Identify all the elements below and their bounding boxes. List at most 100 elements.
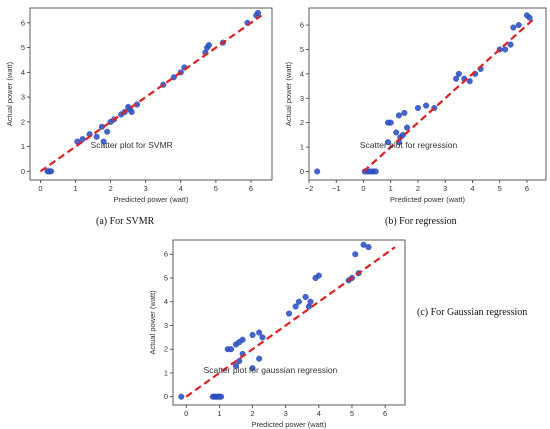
data-point <box>254 9 262 16</box>
chart-gaussian: 0 1 2 3 4 5 6 0 1 2 3 4 5 6 Predicted power (watt) Actu… <box>148 239 406 429</box>
data-point <box>79 136 86 143</box>
data-point <box>178 393 185 400</box>
fit-line <box>362 16 536 173</box>
caption-svmr: (a) For SVMR <box>96 216 155 227</box>
data-point <box>239 336 246 343</box>
data-point <box>315 272 322 279</box>
y-tick-label: 1 <box>300 143 304 152</box>
data-point <box>414 104 422 112</box>
data-point <box>404 124 411 131</box>
x-tick-label: 1 <box>217 409 221 418</box>
x-tick-label: 2 <box>250 409 254 418</box>
y-tick-label: 3 <box>300 94 304 103</box>
y-axis-label: Actual power (watt) <box>284 61 293 126</box>
fit-line <box>185 246 396 398</box>
data-point <box>352 251 359 258</box>
data-point <box>295 298 302 305</box>
data-point <box>256 355 263 362</box>
data-point <box>249 331 256 339</box>
y-tick-label: 5 <box>21 43 25 52</box>
y-tick-label: 3 <box>164 321 168 330</box>
x-tick-label: 3 <box>443 184 447 193</box>
y-tick-label: 0 <box>164 392 168 401</box>
data-point <box>360 241 367 248</box>
data-point <box>47 168 55 175</box>
data-point <box>104 128 111 135</box>
x-tick-label: 2 <box>416 184 420 193</box>
data-point <box>526 14 533 21</box>
data-point <box>285 310 293 317</box>
x-tick-label: 1 <box>74 184 78 193</box>
data-point <box>453 75 460 82</box>
data-point <box>372 168 379 175</box>
x-axis-label: Predicted power (watt) <box>251 420 327 429</box>
data-point <box>232 362 240 369</box>
y-tick-label: 5 <box>164 273 168 282</box>
data-point <box>93 133 100 140</box>
data-point <box>401 109 408 116</box>
y-tick-label: 2 <box>21 117 25 126</box>
x-tick-label: 2 <box>109 184 113 193</box>
data-point <box>515 22 522 29</box>
x-axis-label: Predicted power (watt) <box>390 195 466 204</box>
chart-svmr: 0 1 2 3 4 5 6 0 1 2 3 4 5 6 Predicted power (watt) Actu… <box>5 7 273 204</box>
x-tick-label: 3 <box>284 409 288 418</box>
x-tick-label: 0 <box>184 409 188 418</box>
x-tick-label: 4 <box>317 409 321 418</box>
y-tick-label: 3 <box>21 93 25 102</box>
data-point <box>510 24 517 31</box>
data-point <box>455 70 462 77</box>
data-point <box>466 78 473 85</box>
x-tick-label: 0 <box>361 184 365 193</box>
data-point <box>218 393 225 400</box>
data-point <box>236 358 243 365</box>
y-axis-label: Actual power (watt) <box>148 290 157 355</box>
y-tick-label: 1 <box>21 142 25 151</box>
data-point <box>507 41 514 48</box>
fit-line <box>39 14 263 173</box>
y-tick-label: 4 <box>164 297 168 306</box>
x-tick-label: 3 <box>144 184 148 193</box>
plot-annotation: Scatter plot for gaussian regression <box>204 365 338 375</box>
data-point <box>314 168 321 175</box>
data-point <box>307 298 314 305</box>
x-tick-label: −1 <box>332 184 341 193</box>
x-tick-label: 4 <box>179 184 183 193</box>
x-tick-label: 5 <box>350 409 354 418</box>
data-point <box>502 46 509 53</box>
data-point <box>365 244 372 251</box>
x-tick-label: 0 <box>38 184 42 193</box>
caption-regression: (b) For regression <box>385 216 457 227</box>
data-point <box>227 346 235 353</box>
y-tick-label: 0 <box>300 167 304 176</box>
data-point <box>256 329 263 336</box>
data-point <box>249 365 256 372</box>
plot-annotation: Scatter plot for SVMR <box>91 140 173 150</box>
y-tick-label: 6 <box>300 21 304 30</box>
data-point <box>387 119 394 126</box>
x-tick-label: 6 <box>525 184 529 193</box>
y-tick-label: 6 <box>164 250 168 259</box>
data-point <box>205 42 212 49</box>
plot-frame <box>308 7 547 181</box>
caption-gaussian: (c) For Gaussian regression <box>417 307 528 318</box>
y-tick-label: 4 <box>300 69 304 78</box>
data-point <box>384 139 392 146</box>
x-axis-label: Predicted power (watt) <box>113 195 189 204</box>
x-tick-label: 5 <box>498 184 502 193</box>
x-tick-label: 4 <box>470 184 474 193</box>
data-point <box>128 108 135 115</box>
chart-regression: −2 −1 0 1 2 3 4 5 6 0 1 2 3 4 5 6 Predicted power (watt)… <box>284 7 547 204</box>
y-axis-label: Actual power (watt) <box>5 61 14 126</box>
data-point <box>423 102 430 109</box>
y-tick-label: 5 <box>300 45 304 54</box>
x-tick-label: 6 <box>383 409 387 418</box>
data-point <box>395 112 402 119</box>
x-tick-label: 1 <box>389 184 393 193</box>
data-point <box>100 138 107 145</box>
data-point <box>302 293 309 301</box>
y-tick-label: 4 <box>21 68 25 77</box>
data-point <box>292 303 299 310</box>
y-tick-label: 2 <box>164 345 168 354</box>
data-point <box>259 334 266 341</box>
